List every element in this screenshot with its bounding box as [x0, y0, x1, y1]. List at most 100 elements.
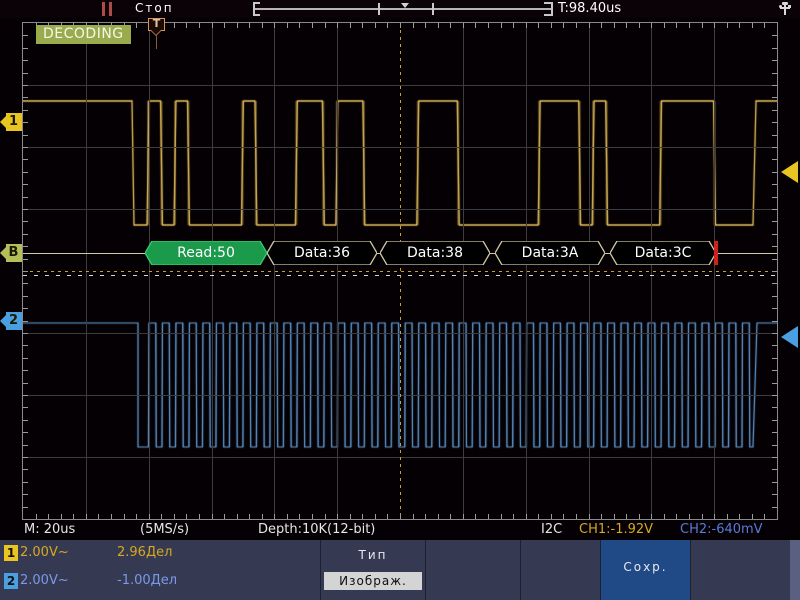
- menu-type-cell[interactable]: Тип Изображ.: [320, 540, 425, 600]
- menu-save-button[interactable]: Сохр.: [600, 540, 690, 600]
- ch1-level-arrow[interactable]: [781, 161, 798, 183]
- grid-tick: [23, 135, 28, 136]
- bus-marker[interactable]: B: [0, 244, 22, 262]
- grid-tick: [639, 514, 640, 519]
- grid-tick: [772, 370, 777, 371]
- grid-tick: [337, 23, 338, 28]
- grid-tick: [199, 23, 200, 28]
- grid-tick: [23, 445, 28, 446]
- grid-tick: [488, 514, 489, 519]
- grid-tick: [563, 514, 564, 519]
- grid-tick: [501, 23, 502, 28]
- decoder-packet-address[interactable]: Read:50: [145, 241, 267, 265]
- grid-tick: [23, 234, 28, 235]
- grid-tick: [413, 23, 414, 28]
- grid-tick: [626, 23, 627, 28]
- ch2-level-arrow[interactable]: [781, 326, 798, 348]
- grid-tick: [463, 514, 464, 519]
- grid-tick: [601, 23, 602, 28]
- grid-tick: [325, 514, 326, 519]
- bus-connector: [490, 253, 495, 254]
- memory-depth-indicator[interactable]: [253, 2, 553, 16]
- grid-tick: [23, 370, 28, 371]
- grid-tick: [23, 283, 28, 284]
- grid-tick: [651, 23, 652, 28]
- grid-tick: [772, 60, 777, 61]
- grid-tick: [312, 23, 313, 28]
- grid-tick: [772, 184, 777, 185]
- grid-tick: [23, 420, 28, 421]
- grid-tick: [438, 23, 439, 28]
- grid-tick: [463, 23, 464, 28]
- grid-tick: [23, 60, 28, 61]
- channel-info-panel: 1 2.00V~ 2.96Дел 2 2.00V~ -1.00Дел: [0, 540, 630, 600]
- grid-tick: [538, 23, 539, 28]
- grid-tick: [772, 457, 777, 458]
- grid-tick: [772, 407, 777, 408]
- grid-tick: [23, 321, 28, 322]
- grid-tick: [772, 159, 777, 160]
- grid-tick: [772, 246, 777, 247]
- ch2-marker[interactable]: 2: [0, 312, 22, 330]
- decoder-packet-data[interactable]: Data:3C: [610, 241, 716, 265]
- grid-tick: [702, 23, 703, 28]
- grid-tick: [23, 395, 28, 396]
- grid-tick: [475, 23, 476, 28]
- waveform-grid[interactable]: [22, 22, 778, 520]
- menu-slot-3[interactable]: [520, 540, 600, 600]
- grid-tick: [350, 23, 351, 28]
- grid-tick: [73, 514, 74, 519]
- ch1-badge[interactable]: 1: [4, 545, 18, 561]
- trigger-position-marker[interactable]: T: [148, 17, 165, 49]
- decoder-packet-data[interactable]: Data:3A: [495, 241, 605, 265]
- grid-tick: [23, 296, 28, 297]
- grid-tick: [772, 482, 777, 483]
- memory-window[interactable]: [378, 3, 434, 15]
- grid-tick: [513, 23, 514, 28]
- grid-tick: [702, 514, 703, 519]
- grid-tick: [450, 23, 451, 28]
- menu-slot-2[interactable]: [425, 540, 520, 600]
- top-status-bar: Стоп T:98.40us: [0, 0, 800, 18]
- grid-tick: [551, 23, 552, 28]
- grid-tick: [23, 110, 28, 111]
- grid-tick: [23, 308, 28, 309]
- grid-tick: [23, 383, 28, 384]
- bus-type-label: I2C: [541, 522, 563, 537]
- grid-tick: [772, 172, 777, 173]
- grid-tick: [772, 259, 777, 260]
- decoder-packet-data[interactable]: Data:38: [380, 241, 490, 265]
- grid-tick: [772, 383, 777, 384]
- grid-tick: [375, 514, 376, 519]
- decoder-packet-data[interactable]: Data:36: [267, 241, 377, 265]
- grid-tick: [136, 23, 137, 28]
- grid-tick: [651, 514, 652, 519]
- grid-tick: [772, 122, 777, 123]
- ch1-marker[interactable]: 1: [0, 113, 22, 131]
- grid-tick: [772, 271, 777, 272]
- menu-scroll-indicator[interactable]: [790, 540, 800, 600]
- grid-tick: [752, 514, 753, 519]
- grid-tick: [772, 296, 777, 297]
- stop-marker: [714, 241, 718, 265]
- grid-tick: [772, 35, 777, 36]
- grid-tick: [589, 23, 590, 28]
- pause-icon[interactable]: [100, 2, 116, 16]
- ch2-badge[interactable]: 2: [4, 573, 18, 589]
- grid-tick: [23, 259, 28, 260]
- ch1-volts-label: 2.00V~: [20, 545, 69, 560]
- grid-tick: [23, 85, 28, 86]
- grid-tick: [23, 358, 28, 359]
- ch2-volts-label: 2.00V~: [20, 573, 69, 588]
- trigger-time-label: T:98.40us: [558, 1, 622, 16]
- grid-tick: [23, 172, 28, 173]
- grid-tick: [526, 514, 527, 519]
- menu-slot-5[interactable]: [690, 540, 790, 600]
- grid-tick: [375, 23, 376, 28]
- grid-tick: [714, 514, 715, 519]
- menu-type-value[interactable]: Изображ.: [324, 572, 422, 590]
- grid-tick: [772, 73, 777, 74]
- center-line-horizontal: [23, 271, 777, 272]
- grid-tick: [772, 147, 777, 148]
